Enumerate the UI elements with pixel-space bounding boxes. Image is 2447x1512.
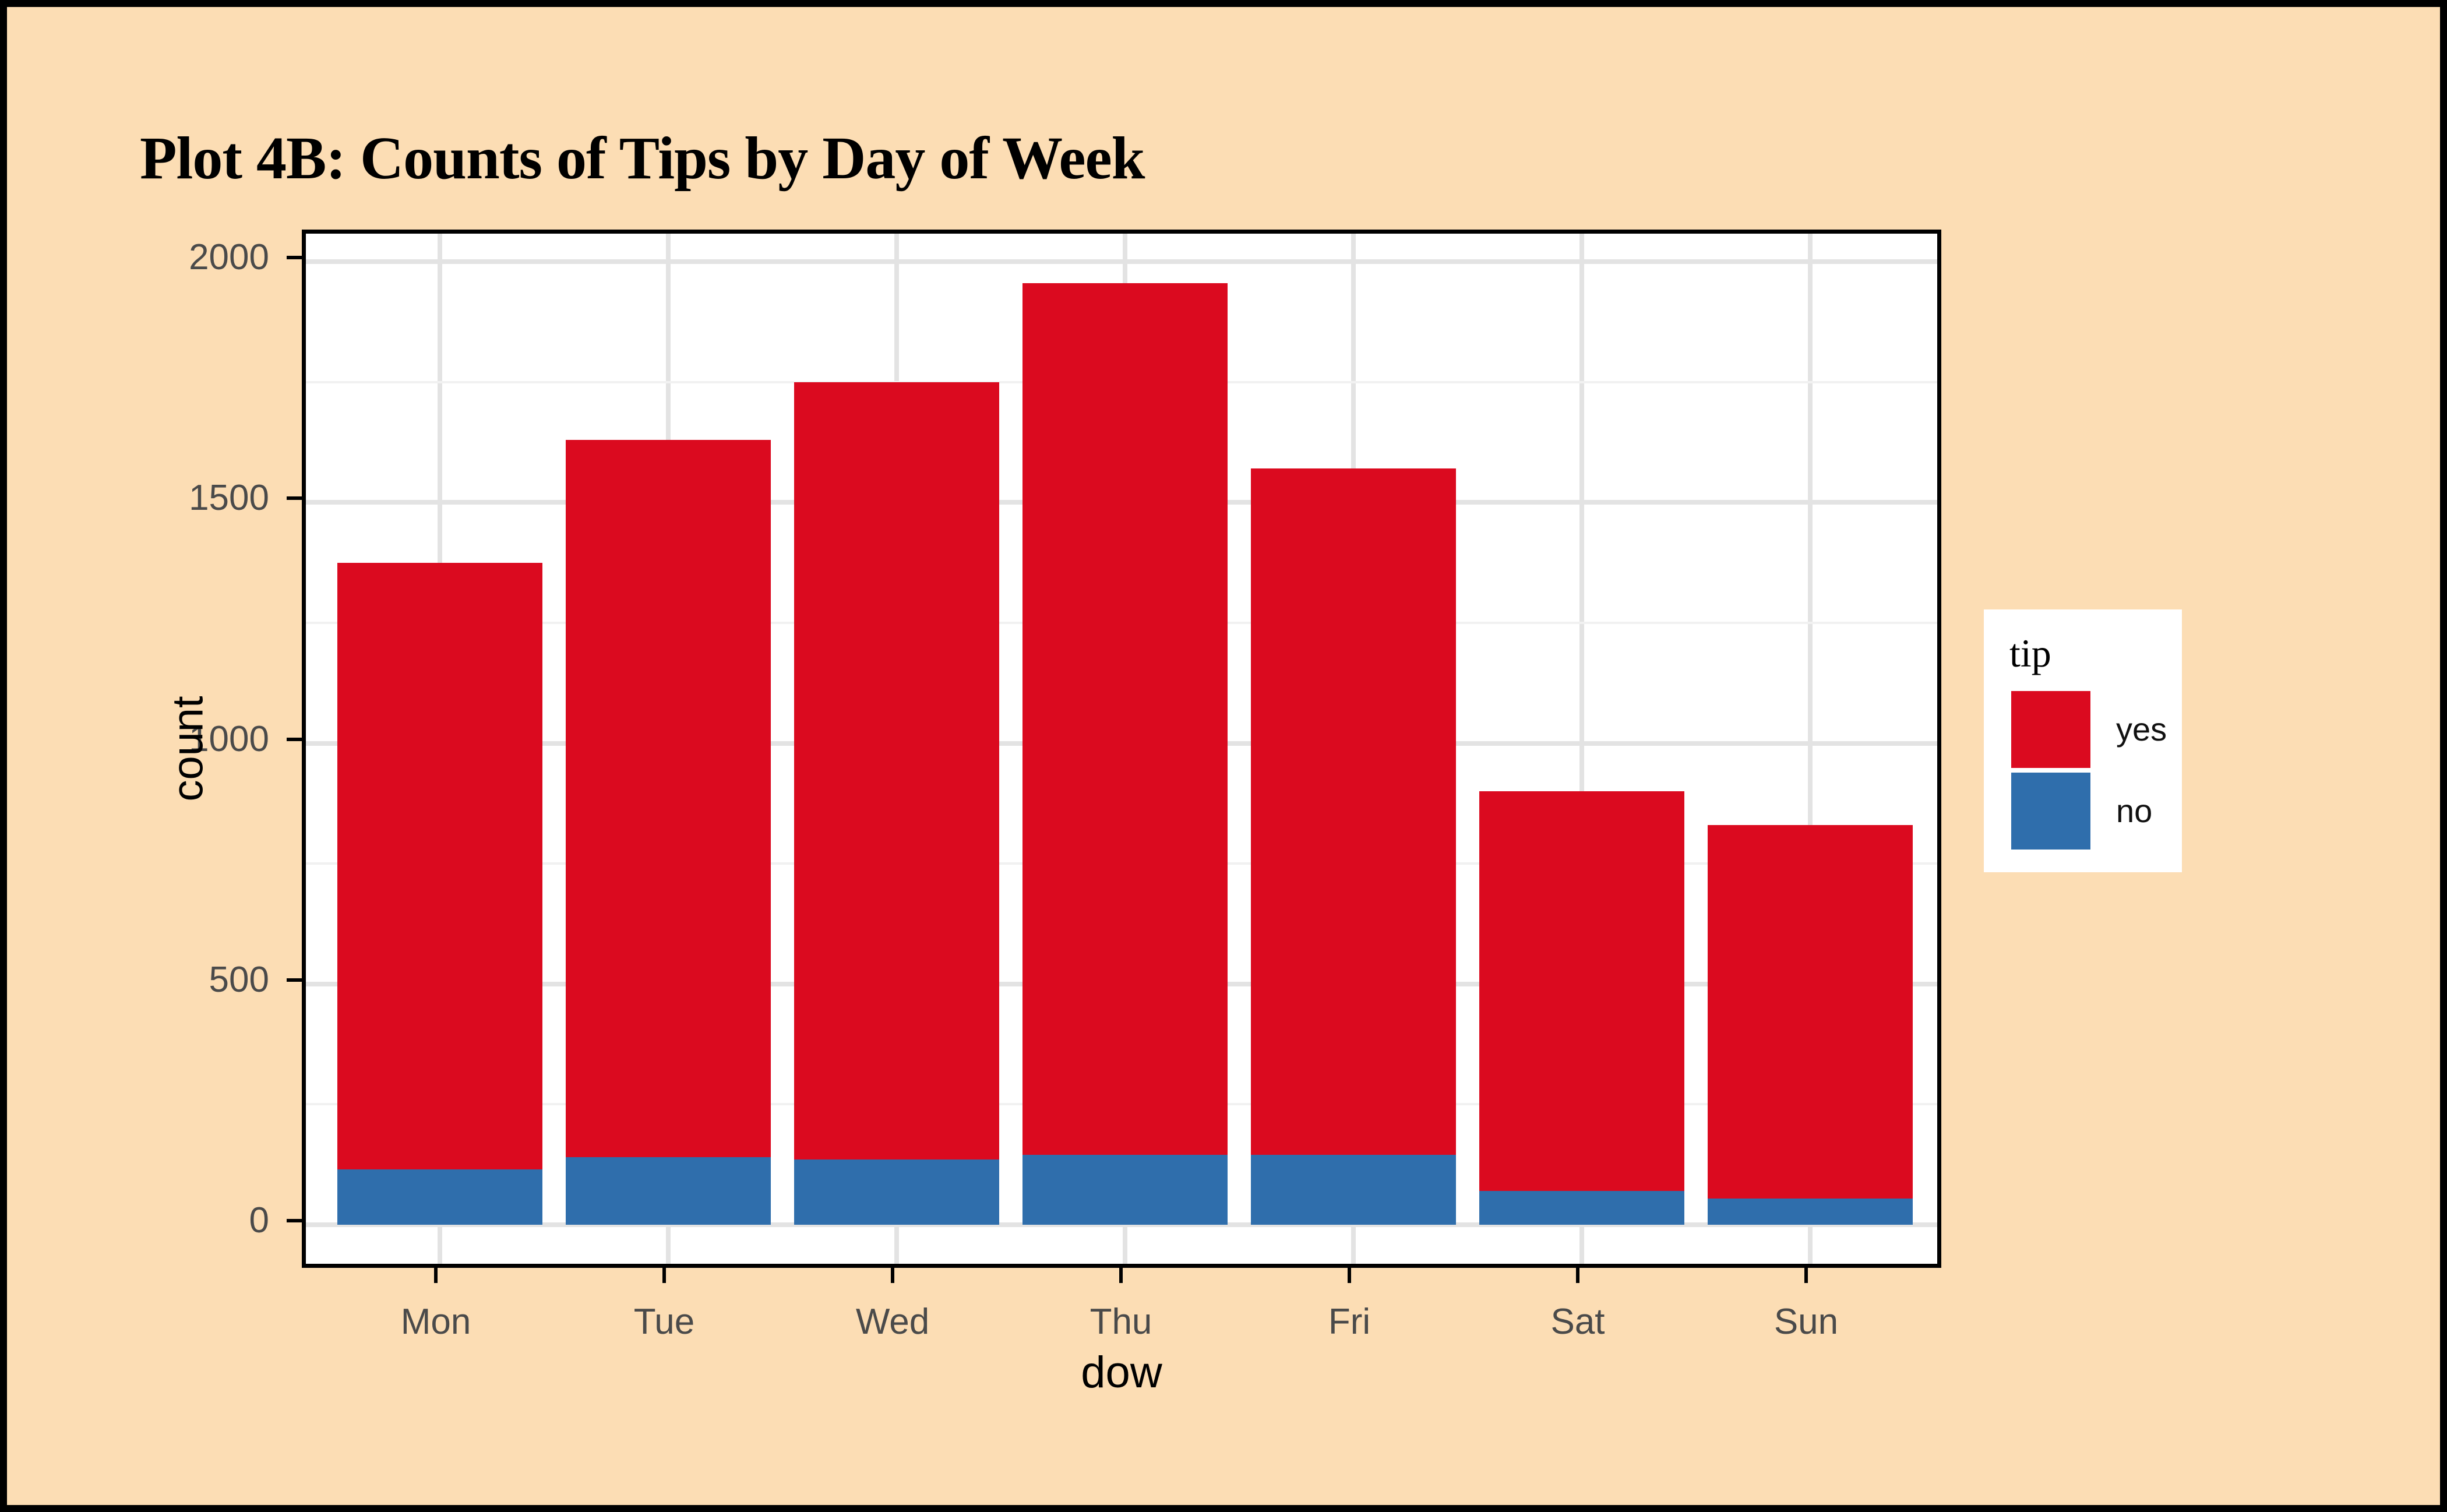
- x-tick-mark: [662, 1268, 666, 1283]
- bar-segment-no-thu: [1022, 1155, 1228, 1225]
- bar-segment-yes-wed: [794, 382, 999, 1160]
- x-axis-title: dow: [1081, 1348, 1162, 1397]
- x-tick-label-fri: Fri: [1328, 1302, 1371, 1342]
- gridline-major: [306, 259, 1937, 264]
- bar-segment-no-mon: [337, 1169, 542, 1225]
- y-tick-label: 500: [209, 959, 269, 1000]
- y-tick-mark: [287, 1219, 302, 1222]
- x-tick-mark: [1576, 1268, 1579, 1283]
- y-tick-mark: [287, 978, 302, 982]
- gridline-vertical: [1808, 234, 1813, 1264]
- y-axis-title: count: [163, 696, 212, 802]
- bar-segment-yes-thu: [1022, 283, 1228, 1155]
- x-tick-label-sun: Sun: [1773, 1302, 1839, 1342]
- x-tick-label-mon: Mon: [400, 1302, 471, 1342]
- gridline-major: [306, 1222, 1937, 1227]
- chart-title: Plot 4B: Counts of Tips by Day of Week: [140, 125, 1145, 192]
- legend-box: tip yes no: [1984, 609, 2182, 872]
- y-tick-label: 0: [249, 1200, 269, 1240]
- x-tick-mark: [1804, 1268, 1808, 1283]
- y-tick-mark: [287, 737, 302, 741]
- x-tick-mark: [1348, 1268, 1351, 1283]
- plot-panel: [302, 230, 1941, 1268]
- y-tick-label: 1500: [189, 478, 269, 519]
- x-tick-label-tue: Tue: [633, 1302, 695, 1342]
- legend-label-no: no: [2116, 792, 2153, 829]
- gridline-vertical: [1579, 234, 1584, 1264]
- bar-segment-no-sun: [1708, 1198, 1913, 1225]
- bar-segment-yes-fri: [1251, 468, 1456, 1155]
- bar-segment-no-wed: [794, 1159, 999, 1225]
- legend-title: tip: [2009, 631, 2051, 675]
- bar-segment-yes-mon: [337, 562, 542, 1169]
- legend-swatch-no: [2011, 773, 2090, 850]
- bar-segment-no-fri: [1251, 1155, 1456, 1225]
- x-tick-mark: [1119, 1268, 1123, 1283]
- legend-swatch-yes: [2011, 691, 2090, 768]
- bar-segment-yes-sun: [1708, 825, 1913, 1199]
- y-tick-label: 2000: [189, 237, 269, 277]
- x-tick-label-wed: Wed: [855, 1302, 930, 1342]
- bar-segment-yes-sat: [1479, 791, 1684, 1192]
- x-tick-label-sat: Sat: [1550, 1302, 1605, 1342]
- bar-segment-no-tue: [566, 1157, 771, 1225]
- x-tick-label-thu: Thu: [1089, 1302, 1152, 1342]
- bar-segment-yes-tue: [566, 439, 771, 1158]
- legend-label-yes: yes: [2116, 711, 2167, 748]
- y-tick-mark: [287, 256, 302, 259]
- x-tick-mark: [434, 1268, 438, 1283]
- bar-segment-no-sat: [1479, 1191, 1684, 1225]
- y-tick-mark: [287, 496, 302, 501]
- y-tick-label: 1000: [189, 718, 269, 759]
- x-tick-mark: [891, 1268, 894, 1283]
